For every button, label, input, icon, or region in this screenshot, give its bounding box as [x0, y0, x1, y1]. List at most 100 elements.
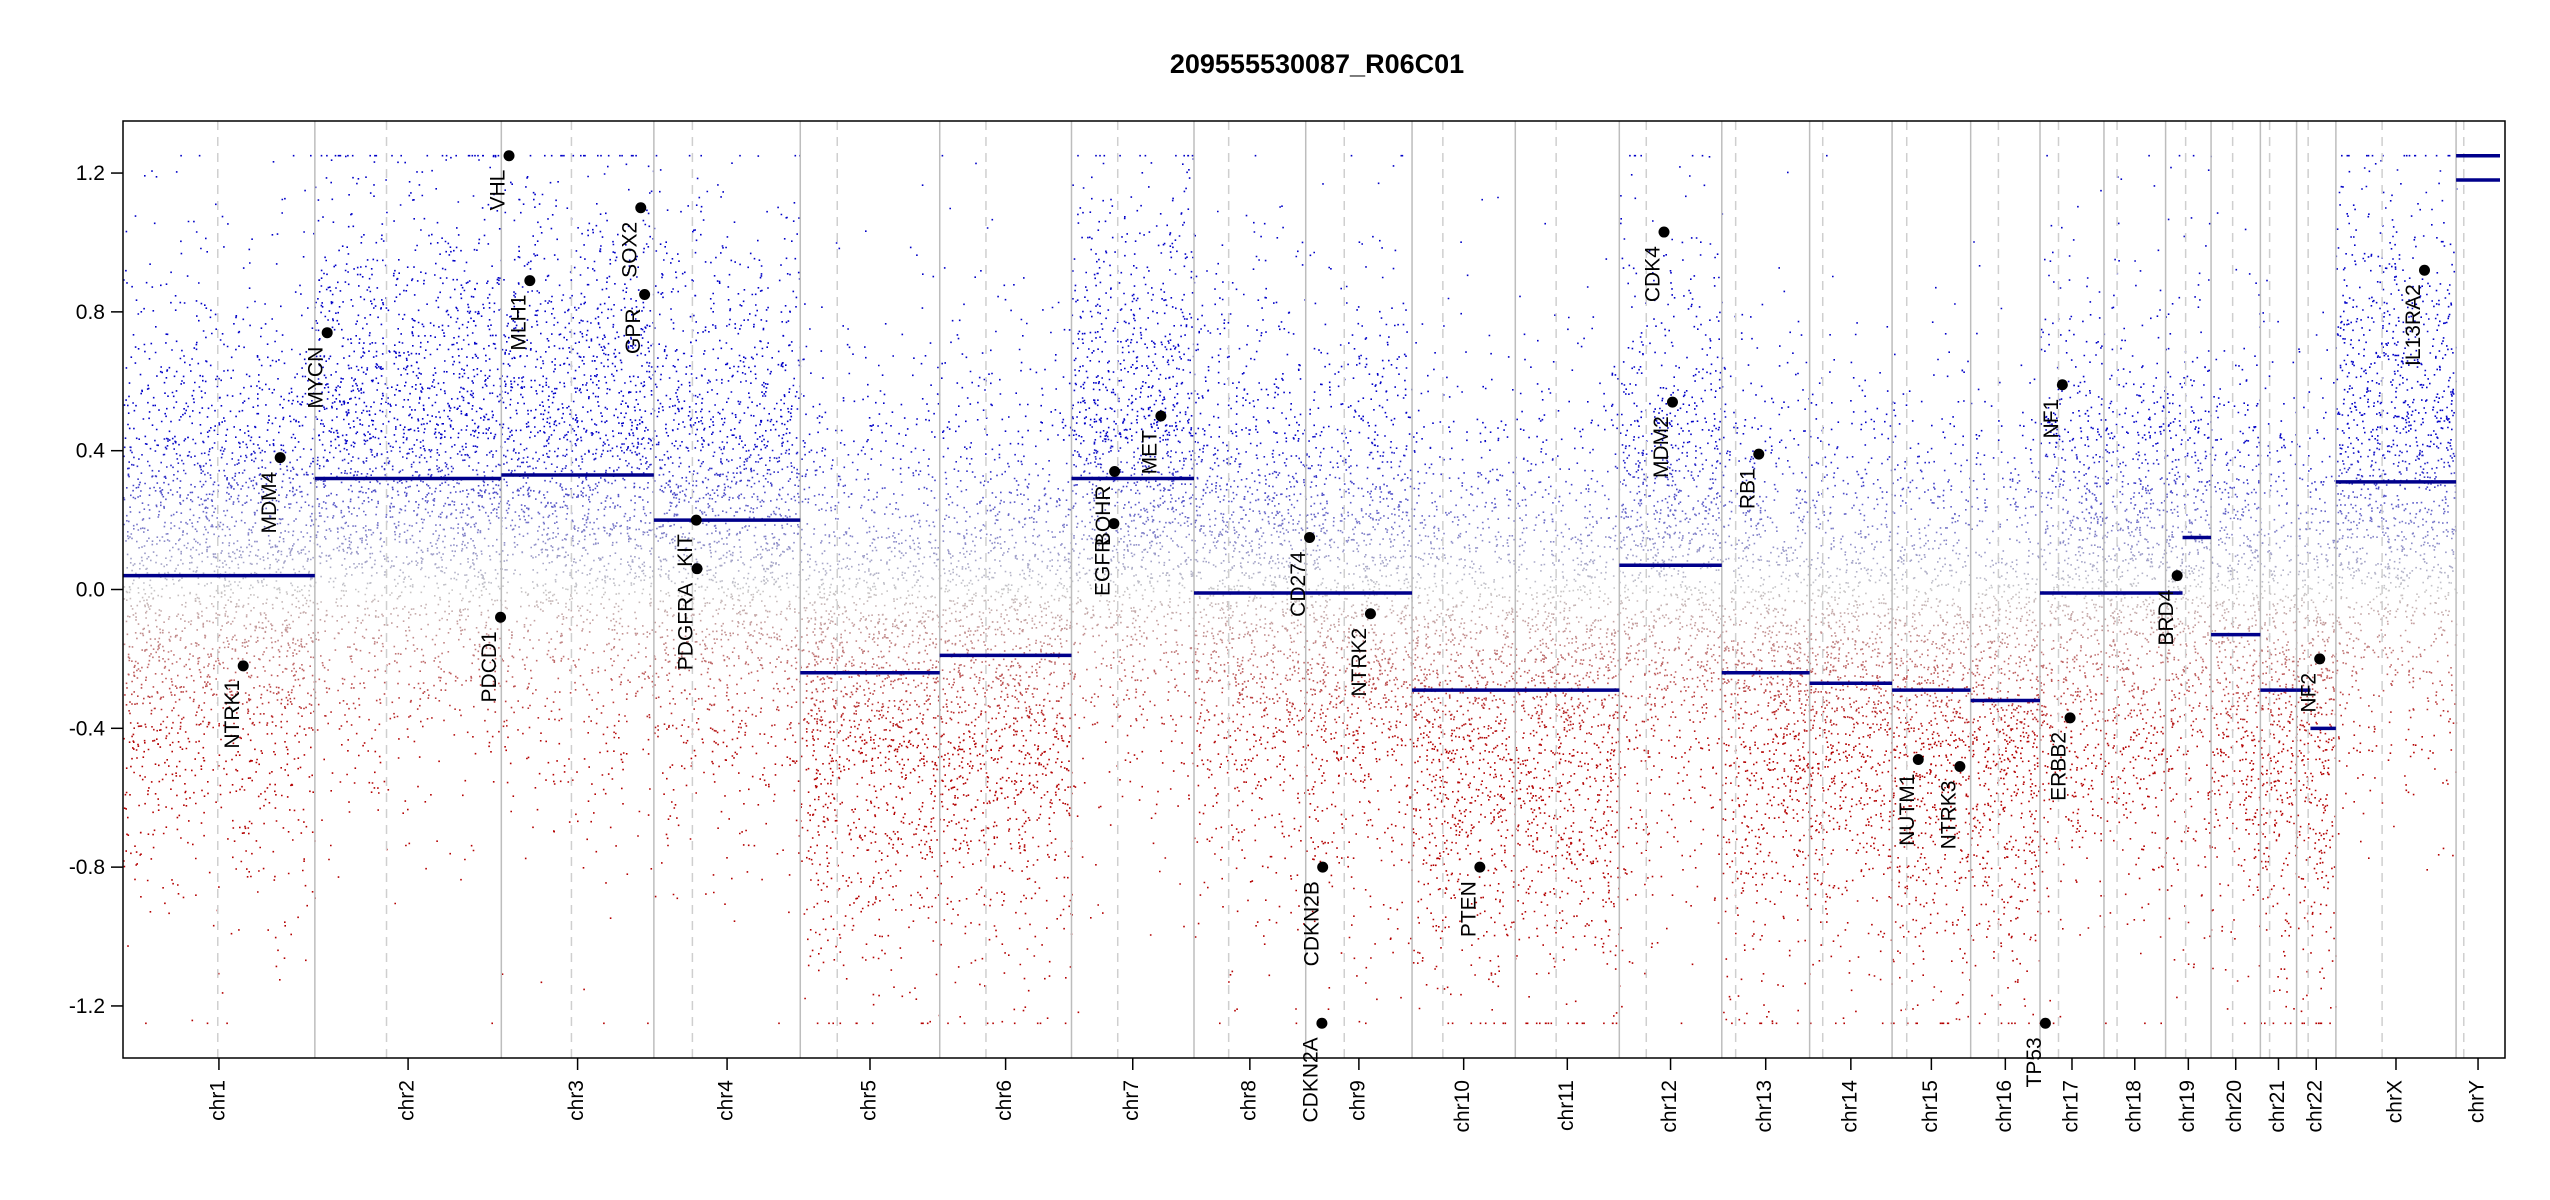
probe-points: [123, 154, 2458, 1025]
probe-points-chr12: [1699, 591, 1715, 594]
probe-points-chr14: [1809, 728, 1886, 732]
probe-points-chr10: [1424, 535, 1502, 538]
probe-points-chr2: [328, 527, 455, 530]
probe-points-chr14: [1862, 736, 1871, 739]
probe-points-chr10: [1433, 653, 1498, 656]
probe-points-chr7: [1083, 548, 1147, 551]
probe-points-chr3: [520, 605, 620, 608]
probe-points-chr6: [1026, 596, 1071, 599]
probe-points-chr8: [1200, 616, 1232, 619]
probe-points-chr2: [326, 515, 474, 518]
probe-points-chr13: [1745, 711, 1803, 714]
probe-points-chr8: [1214, 544, 1292, 547]
probe-points-chr9: [1355, 565, 1400, 568]
probe-points-chr12: [1635, 555, 1677, 558]
probe-points-chr12: [1661, 614, 1714, 617]
probe-points-chr12: [1628, 637, 1697, 640]
probe-points-chr12: [1632, 475, 1674, 479]
probe-points-chr5: [813, 739, 895, 742]
probe-points-chr7: [1083, 632, 1167, 636]
probe-points-chr14: [1815, 567, 1866, 570]
probe-points-chr3: [529, 436, 582, 439]
probe-points-chr13: [1732, 646, 1801, 649]
probe-points-chr3: [502, 585, 652, 588]
probe-points-chr2: [400, 508, 498, 511]
probe-points-chr8: [1228, 478, 1305, 481]
probe-points-chr6: [1017, 460, 1023, 463]
probe-points-chr9: [1369, 698, 1390, 701]
probe-points-chr10: [1436, 669, 1474, 672]
probe-points-chr11: [1543, 547, 1618, 550]
probe-points-chr1: [165, 726, 313, 729]
probe-points-chr2: [330, 557, 478, 560]
probe-points-chr9: [1306, 521, 1396, 524]
probe-points-chr13: [1748, 536, 1762, 539]
probe-points-chr14: [1825, 692, 1893, 695]
probe-points-chr1: [155, 650, 281, 654]
probe-points-chr14: [1828, 576, 1857, 579]
probe-points-chr9: [1320, 728, 1327, 731]
probe-points-chr11: [1546, 589, 1591, 592]
probe-points-chr3: [513, 440, 572, 443]
probe-points-chr1: [129, 511, 256, 514]
probe-points-chr9: [1325, 477, 1413, 480]
probe-points-chr2: [345, 568, 503, 571]
probe-points-chr6: [950, 562, 1029, 565]
probe-points-chr4: [663, 722, 800, 725]
probe-points-chr10: [1415, 718, 1507, 721]
probe-points-chr2: [342, 682, 495, 686]
probe-points-chr3: [530, 517, 584, 520]
probe-points-chr4: [683, 689, 795, 692]
probe-points-chr4: [678, 497, 793, 501]
probe-points-chr8: [1200, 704, 1288, 707]
probe-points-chr12: [1654, 518, 1691, 521]
probe-points-chr12: [1624, 596, 1720, 600]
probe-points-chr9: [1326, 665, 1394, 668]
probe-points-chr13: [1725, 648, 1759, 651]
probe-points-chr13: [1722, 744, 1811, 1025]
probe-points-chr1: [164, 521, 222, 524]
probe-points-chr7: [1163, 652, 1179, 655]
probe-points-chr2: [384, 473, 479, 476]
probe-points-chr14: [1824, 531, 1892, 534]
probe-points-chr11: [1516, 222, 1619, 433]
probe-points-chr1: [215, 612, 227, 615]
probe-points-chr1: [228, 580, 241, 583]
probe-points-chr10: [1415, 196, 1514, 435]
probe-points-chr13: [1737, 578, 1790, 582]
probe-points-chr2: [362, 491, 498, 494]
probe-points-chr6: [1005, 722, 1058, 725]
probe-points-chr8: [1228, 614, 1300, 617]
probe-points-chr8: [1248, 542, 1307, 545]
probe-points-chr2: [345, 440, 397, 443]
probe-points-chr6: [949, 671, 1073, 674]
probe-points-chr9: [1343, 517, 1389, 520]
probe-points-chr1: [162, 628, 288, 632]
probe-points-chr8: [1259, 618, 1299, 622]
probe-points-chr5: [823, 550, 901, 553]
probe-points-chr11: [1542, 642, 1614, 645]
probe-points-chr14: [1812, 726, 1882, 729]
probe-points-chr2: [354, 470, 453, 473]
probe-points-chr2: [314, 154, 503, 435]
probe-points-chr12: [1674, 647, 1709, 650]
probe-points-chr8: [1197, 677, 1306, 680]
probe-points-chr2: [412, 643, 476, 646]
probe-points-chr5: [807, 621, 921, 624]
probe-points-chr4: [667, 457, 778, 460]
probe-points-chr1: [132, 739, 200, 743]
probe-points-chr4: [714, 550, 794, 553]
probe-points-chr7: [1072, 507, 1174, 510]
probe-points-chr7: [1115, 529, 1129, 533]
probe-points-chr2: [356, 616, 490, 619]
probe-points-chr1: [143, 531, 282, 534]
probe-points-chr2: [364, 561, 469, 564]
probe-points-chr13: [1770, 551, 1795, 554]
probe-points-chr10: [1418, 556, 1500, 559]
probe-points-chr1: [160, 461, 240, 464]
probe-points-chr11: [1527, 616, 1583, 619]
probe-points-chr8: [1200, 525, 1280, 528]
probe-points-chr2: [363, 636, 415, 639]
probe-points-chr4: [708, 543, 775, 546]
probe-points-chr1: [140, 556, 314, 559]
